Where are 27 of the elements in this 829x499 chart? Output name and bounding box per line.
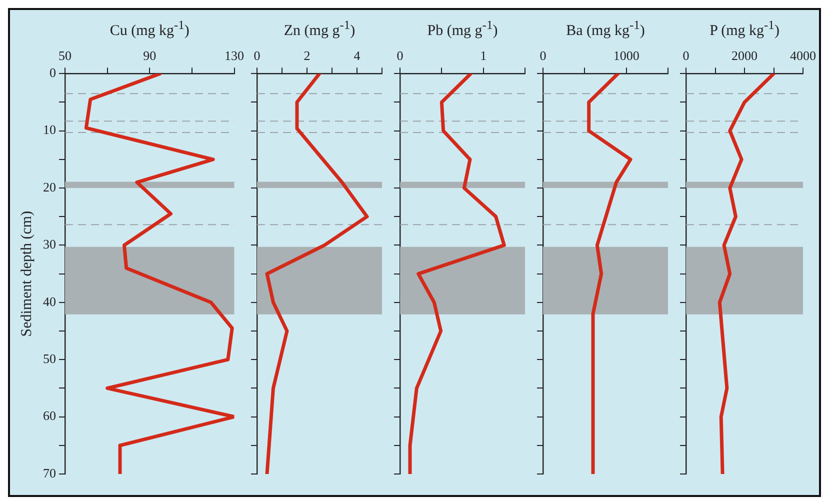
x-tick-label: 1 bbox=[480, 48, 487, 64]
y-tick-label: 60 bbox=[43, 408, 56, 424]
x-tick-label: 0 bbox=[682, 48, 690, 64]
y-tick-label: 10 bbox=[43, 122, 56, 138]
x-tick-label: 50 bbox=[58, 48, 72, 64]
x-axis-title: P (mg kg$^{-1}$) bbox=[708, 18, 780, 40]
y-tick-label: 50 bbox=[43, 351, 56, 366]
x-tick-label: 130 bbox=[224, 48, 244, 64]
x-axis-title: Zn (mg g$^{-1}$) bbox=[282, 18, 356, 40]
y-tick-label: 40 bbox=[43, 294, 56, 309]
x-tick-label: 90 bbox=[143, 48, 156, 64]
x-tick-label: 0 bbox=[540, 48, 546, 64]
x-axis-title: Ba (mg kg$^{-1}$) bbox=[565, 18, 646, 40]
x-tick-label: 1000 bbox=[613, 48, 640, 64]
y-tick-label: 20 bbox=[43, 179, 56, 194]
x-axis-title: Cu (mg kg$^{-1}$) bbox=[108, 18, 190, 40]
x-axis-title: Pb (mg g$^{-1}$) bbox=[426, 18, 499, 40]
x-tick-label: 4000 bbox=[790, 48, 816, 64]
x-tick-label: 0 bbox=[254, 48, 260, 64]
x-tick-label: 4 bbox=[354, 48, 361, 64]
x-tick-label: 2 bbox=[304, 48, 310, 64]
x-tick-label: 0 bbox=[396, 48, 404, 64]
y-tick-label: 0 bbox=[50, 65, 56, 80]
y-axis-title: Sediment depth (cm) bbox=[18, 210, 35, 337]
y-tick-label: 70 bbox=[43, 465, 56, 480]
x-tick-label: 2000 bbox=[732, 48, 758, 64]
y-tick-label: 30 bbox=[43, 236, 56, 252]
